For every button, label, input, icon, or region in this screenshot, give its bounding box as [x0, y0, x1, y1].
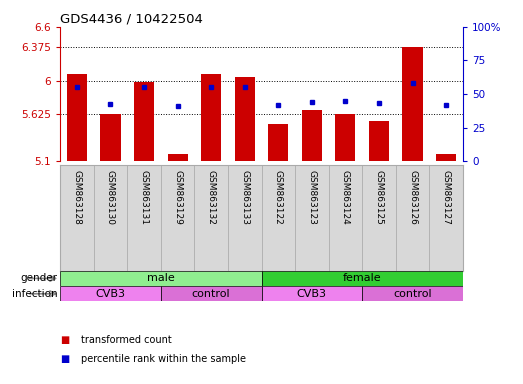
Bar — [262, 286, 362, 301]
Text: CVB3: CVB3 — [297, 289, 327, 299]
Text: GSM863133: GSM863133 — [240, 170, 249, 225]
Text: GSM863126: GSM863126 — [408, 170, 417, 225]
Bar — [268, 124, 288, 161]
Text: GSM863125: GSM863125 — [374, 170, 383, 225]
Text: control: control — [393, 289, 432, 299]
FancyBboxPatch shape — [195, 165, 228, 271]
Text: GSM863132: GSM863132 — [207, 170, 215, 225]
Bar — [161, 286, 262, 301]
FancyBboxPatch shape — [429, 165, 463, 271]
Text: ■: ■ — [60, 354, 70, 364]
Text: CVB3: CVB3 — [96, 289, 126, 299]
Text: GSM863128: GSM863128 — [72, 170, 82, 225]
Text: GSM863129: GSM863129 — [173, 170, 182, 225]
FancyBboxPatch shape — [60, 165, 94, 271]
Text: transformed count: transformed count — [81, 335, 172, 345]
Text: GSM863123: GSM863123 — [308, 170, 316, 225]
Text: infection: infection — [12, 289, 58, 299]
FancyBboxPatch shape — [127, 165, 161, 271]
Bar — [67, 74, 87, 161]
Text: GSM863131: GSM863131 — [140, 170, 149, 225]
Text: GDS4436 / 10422504: GDS4436 / 10422504 — [60, 13, 203, 26]
FancyBboxPatch shape — [262, 165, 295, 271]
Bar — [362, 286, 463, 301]
FancyBboxPatch shape — [362, 165, 396, 271]
Bar — [302, 110, 322, 161]
Text: female: female — [343, 273, 381, 283]
Bar — [100, 114, 120, 161]
Bar — [335, 114, 356, 161]
Text: gender: gender — [20, 273, 58, 283]
FancyBboxPatch shape — [94, 165, 127, 271]
FancyBboxPatch shape — [228, 165, 262, 271]
Bar — [369, 121, 389, 161]
Bar — [262, 271, 463, 286]
Bar — [436, 154, 456, 161]
Bar — [134, 81, 154, 161]
Text: GSM863124: GSM863124 — [341, 170, 350, 225]
FancyBboxPatch shape — [328, 165, 362, 271]
Text: GSM863130: GSM863130 — [106, 170, 115, 225]
Bar — [201, 74, 221, 161]
Bar — [167, 154, 188, 161]
Bar — [60, 286, 161, 301]
FancyBboxPatch shape — [295, 165, 328, 271]
Text: male: male — [147, 273, 175, 283]
Text: ■: ■ — [60, 335, 70, 345]
Bar — [403, 48, 423, 161]
Bar — [235, 77, 255, 161]
Text: control: control — [192, 289, 231, 299]
Text: GSM863122: GSM863122 — [274, 170, 283, 225]
FancyBboxPatch shape — [396, 165, 429, 271]
FancyBboxPatch shape — [161, 165, 195, 271]
Text: GSM863127: GSM863127 — [441, 170, 451, 225]
Text: percentile rank within the sample: percentile rank within the sample — [81, 354, 246, 364]
Bar — [60, 271, 262, 286]
